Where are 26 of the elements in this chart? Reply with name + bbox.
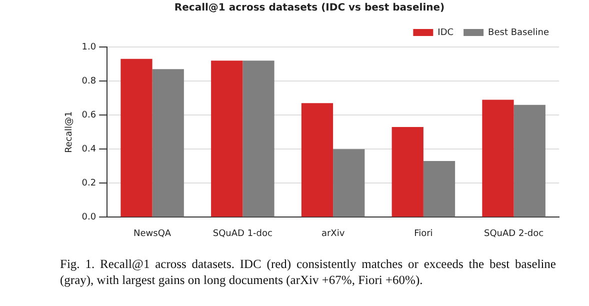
caption: Fig. 1. Recall@1 across datasets. IDC (red) consistently matches or exceeds the best baseline (gray), with largest gains on long documents (arXiv +67%, Fiori +60%). bbox=[60, 256, 556, 288]
y-tick-label: 0.4 bbox=[82, 144, 96, 154]
x-tick-label: arXiv bbox=[321, 228, 346, 239]
x-tick-label: SQuAD 2-doc bbox=[484, 228, 544, 239]
chart-title: Recall@1 across datasets (IDC vs best baseline) bbox=[174, 2, 445, 14]
y-tick-label: 0.0 bbox=[82, 212, 96, 223]
y-tick-label: 1.0 bbox=[82, 42, 96, 52]
bar bbox=[211, 60, 243, 217]
legend-label: Best Baseline bbox=[488, 28, 550, 38]
bar bbox=[152, 69, 184, 217]
bar bbox=[482, 100, 514, 217]
bar bbox=[423, 161, 456, 217]
bar bbox=[333, 149, 365, 217]
legend-label: IDC bbox=[438, 28, 454, 38]
y-tick-label: 0.2 bbox=[82, 178, 96, 189]
bar bbox=[514, 104, 546, 217]
bar bbox=[301, 103, 334, 217]
y-tick-label: 0.6 bbox=[82, 110, 96, 120]
x-tick-label: SQuAD 1-doc bbox=[212, 228, 273, 239]
bar bbox=[242, 60, 274, 217]
bar bbox=[120, 58, 152, 217]
x-tick-label: NewsQA bbox=[134, 228, 172, 239]
y-axis-title: Recall@1 bbox=[64, 111, 75, 153]
bar bbox=[392, 126, 424, 217]
y-tick-label: 0.8 bbox=[82, 76, 96, 86]
x-tick-label: Fiori bbox=[414, 228, 433, 239]
